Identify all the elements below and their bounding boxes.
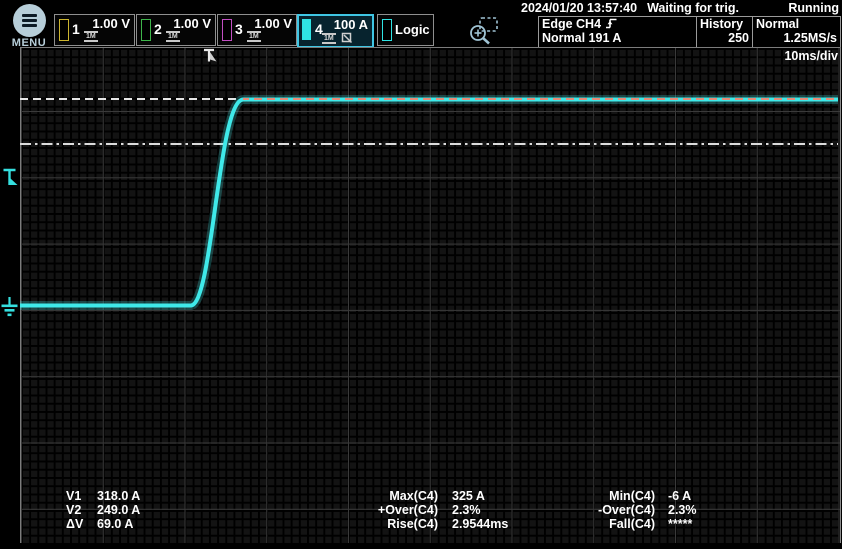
- ch4-trace: [20, 97, 838, 308]
- trigger-status: Waiting for trig.: [647, 1, 739, 15]
- cursor-v1-over-trace: [243, 98, 838, 100]
- channel-3-impedance-icon: 1M: [247, 31, 261, 42]
- channel-3-box[interactable]: 3 1.00 V 1M: [217, 14, 297, 46]
- acquisition-mode: Normal: [756, 17, 800, 31]
- trigger-level: Normal 191 A: [542, 31, 622, 45]
- channel-2-impedance-icon: 1M: [166, 31, 180, 42]
- channel-4-probe-icon: [341, 32, 353, 44]
- cursor-v1-readout: V1 318.0 A: [66, 489, 141, 503]
- cursor-delta-readout: ΔV 69.0 A: [66, 516, 134, 531]
- measure-fall: Fall(C4) *****: [609, 516, 693, 531]
- channel-3-number: 3: [235, 21, 243, 37]
- logic-color-bar: [382, 19, 392, 41]
- trigger-level-marker[interactable]: [2, 168, 19, 188]
- run-state: Running: [788, 1, 839, 15]
- menu-button[interactable]: MENU: [5, 2, 53, 49]
- trigger-mode: Edge CH4: [542, 17, 618, 31]
- timebase-label: 10ms/div: [784, 49, 838, 63]
- measure-nover: -Over(C4) 2.3%: [598, 502, 697, 517]
- status-line: 2024/01/20 13:57:40 Waiting for trig. Ru…: [521, 1, 839, 15]
- channel-4-number: 4: [315, 21, 323, 37]
- history-box[interactable]: History 250: [696, 16, 753, 48]
- logic-box[interactable]: Logic: [377, 14, 434, 46]
- channel-2-number: 2: [154, 21, 162, 37]
- channel-1-scale: 1.00 V: [92, 16, 130, 31]
- channel-2-box[interactable]: 2 1.00 V 1M: [136, 14, 216, 46]
- channel-2-scale: 1.00 V: [173, 16, 211, 31]
- channel-2-color-bar: [141, 19, 151, 41]
- measure-min: Min(C4) -6 A: [609, 489, 692, 503]
- measure-rise: Rise(C4) 2.9544ms: [387, 516, 509, 531]
- channel-4-scale: 100 A: [333, 17, 368, 32]
- channel-4-impedance-icon: 1M: [322, 33, 336, 44]
- channel-1-impedance-icon: 1M: [84, 31, 98, 42]
- history-label: History: [700, 17, 744, 31]
- cursor-v2-readout: V2 249.0 A: [66, 502, 141, 517]
- channel-1-number: 1: [72, 21, 80, 37]
- rising-edge-icon: [605, 18, 617, 29]
- graticule: [20, 47, 841, 543]
- logic-label: Logic: [395, 22, 430, 37]
- measure-pover: +Over(C4) 2.3%: [377, 502, 481, 517]
- measurement-readouts-right: Min(C4) -6 A -Over(C4) 2.3% Fall(C4) *****: [558, 489, 697, 531]
- channel-3-color-bar: [222, 19, 232, 41]
- zoom-search-icon[interactable]: [468, 16, 500, 45]
- trigger-position-marker[interactable]: [202, 48, 220, 65]
- channel-1-box[interactable]: 1 1.00 V 1M: [54, 14, 135, 46]
- measurement-readouts-mid: Max(C4) 325 A +Over(C4) 2.3% Rise(C4) 2.954…: [340, 489, 509, 531]
- cursor-readouts: V1 318.0 A V2 249.0 A ΔV 69.0 A: [66, 489, 141, 531]
- sample-rate: 1.25MS/s: [783, 31, 837, 45]
- datetime: 2024/01/20 13:57:40: [521, 1, 638, 15]
- measure-max: Max(C4) 325 A: [389, 489, 485, 503]
- cursor-v2-line[interactable]: [20, 143, 838, 145]
- channel-4-color-bar: [302, 19, 311, 40]
- menu-label: MENU: [11, 37, 47, 49]
- history-count: 250: [728, 31, 749, 45]
- channel-3-scale: 1.00 V: [254, 16, 292, 31]
- ground-level-marker[interactable]: [1, 297, 19, 319]
- channel-1-color-bar: [59, 19, 69, 41]
